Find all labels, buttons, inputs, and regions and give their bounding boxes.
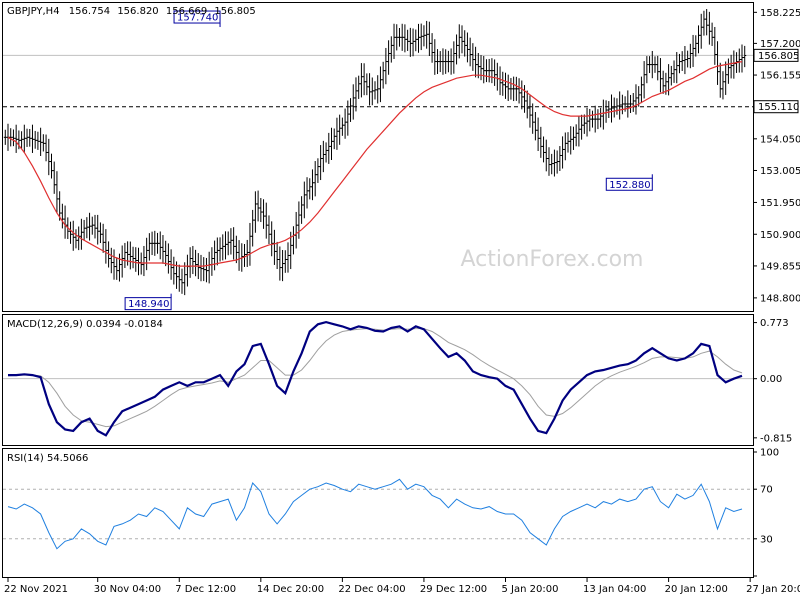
symbol-label: GBPJPY,H4 [7,6,60,17]
open-value: 156.754 [69,6,110,17]
price-panel-header-symbol: GBPJPY,H4 156.754 156.820 156.669 156.80… [7,6,256,17]
price-tick-label: 148.800 [760,293,800,304]
rsi-tick-label: 100 [760,448,779,459]
price-tick-label: 156.155 [760,71,800,82]
time-x-axis: 22 Nov 2021 30 Nov 04:00 7 Dec 12:00 14 Dec… [4,578,800,595]
rsi-tick-label: 70 [760,485,773,496]
macd-tick-label: 0.773 [760,318,789,329]
annotation-label: 152.880 [609,180,650,191]
price-tick-label: 149.855 [760,261,800,272]
x-tick-label: 5 Jan 20:00 [501,584,558,595]
macd-zero-label: 0.00 [760,374,782,385]
price-tick-label: 158.225 [760,8,800,19]
price-tick-label: 150.900 [760,230,800,241]
close-value: 156.805 [214,6,255,17]
x-tick-label: 14 Dec 20:00 [257,584,324,595]
x-tick-label: 30 Nov 04:00 [94,584,161,595]
rsi-panel: 100 70 30 RSI(14) 54.5066 [3,448,780,578]
macd-y-axis: 0.773 -0.815 0.00 [753,318,792,444]
x-tick-label: 29 Dec 12:00 [420,584,487,595]
high-value: 156.820 [117,6,158,17]
x-tick-label: 22 Nov 2021 [4,584,68,595]
macd-tick-label: -0.815 [760,433,792,444]
level-tag: 155.110 [754,101,799,114]
x-tick-label: 20 Jan 12:00 [665,584,728,595]
rsi-tick-label: 30 [760,534,773,545]
price-tick-label: 153.005 [760,166,800,177]
annotation-label: 148.940 [128,299,169,310]
price-tick-label: 151.950 [760,198,800,209]
x-tick-label: 13 Jan 04:00 [583,584,646,595]
current-price-label: 156.805 [758,51,799,62]
macd-header: MACD(12,26,9) 0.0394 -0.0184 [7,319,163,330]
rsi-y-axis: 100 70 30 [753,448,779,577]
level-label: 155.110 [758,102,799,113]
x-tick-label: 7 Dec 12:00 [175,584,236,595]
price-panel: ActionForex.com 158.225 157.200 156.155 154… [3,2,800,312]
rsi-panel-frame [3,449,754,578]
x-tick-label: 22 Dec 04:00 [338,584,405,595]
rsi-header: RSI(14) 54.5066 [7,453,88,464]
price-tick-label: 154.050 [760,134,800,145]
price-tick-label: 157.200 [760,39,800,50]
macd-panel: 0.773 -0.815 0.00 MACD(12,26,9) 0.0394 -0.… [3,315,793,446]
price-watermark: ActionForex.com [461,247,644,272]
low-value: 156.669 [166,6,207,17]
x-tick-label: 27 Jan 20:00 [746,584,800,595]
current-price-tag: 156.805 [754,49,799,62]
